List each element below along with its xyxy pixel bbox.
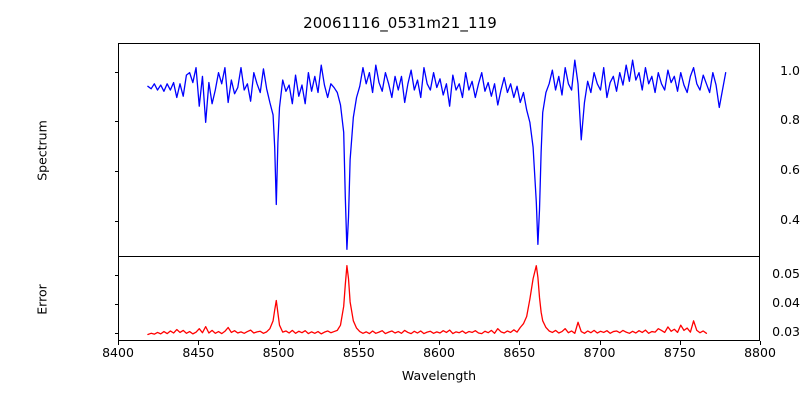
error-line-svg	[147, 265, 708, 336]
x-tick-mark	[358, 341, 360, 345]
x-tick-label: 8700	[583, 345, 616, 360]
x-tick-mark	[439, 341, 440, 345]
error-ytick-mark	[114, 332, 118, 334]
spectrum-trace	[147, 59, 727, 250]
spectrum-ytick-mark	[114, 220, 118, 222]
error-trace	[147, 265, 708, 336]
x-tick-label: 8450	[182, 345, 215, 360]
spectrum-ytick-mark	[114, 71, 118, 73]
spectrum-ytick-mark	[114, 121, 118, 123]
error-ytick-label: 0.04	[772, 294, 800, 310]
x-tick-label: 8550	[342, 345, 375, 360]
spectrum-ytick-label: 1.0	[780, 62, 800, 78]
error-ytick-mark	[114, 303, 118, 305]
x-tick-label: 8650	[503, 345, 536, 360]
spectrum-ytick-label: 0.8	[780, 112, 800, 128]
spectrum-ytick-label: 0.6	[780, 162, 800, 178]
error-ytick-label: 0.05	[772, 265, 800, 281]
x-axis-label: Wavelength	[401, 368, 477, 383]
x-tick-label: 8750	[663, 345, 696, 360]
x-tick-mark	[278, 341, 280, 345]
spectrum-y-axis-label: Spectrum	[34, 120, 50, 181]
page-title: 20061116_0531m21_119	[303, 14, 497, 32]
error-y-axis-label: Error	[34, 284, 50, 315]
x-tick-mark	[599, 341, 601, 345]
x-tick-label: 8800	[744, 345, 776, 360]
x-tick-label: 8400	[102, 345, 134, 360]
error-plot-area	[118, 256, 760, 341]
spectrum-ytick-mark	[114, 171, 118, 173]
x-tick-label: 8600	[423, 345, 455, 360]
error-ytick-mark	[114, 274, 118, 276]
x-tick-mark	[519, 341, 521, 345]
x-tick-mark	[118, 341, 119, 345]
x-tick-mark	[198, 341, 200, 345]
spectrum-ytick-label: 0.4	[780, 211, 800, 227]
spectrum-line-svg	[147, 59, 727, 250]
spectrum-plot-area	[118, 43, 760, 257]
x-tick-label: 8500	[262, 345, 295, 360]
x-tick-mark	[760, 341, 761, 345]
error-ytick-label: 0.03	[772, 323, 800, 339]
x-tick-mark	[679, 341, 681, 345]
